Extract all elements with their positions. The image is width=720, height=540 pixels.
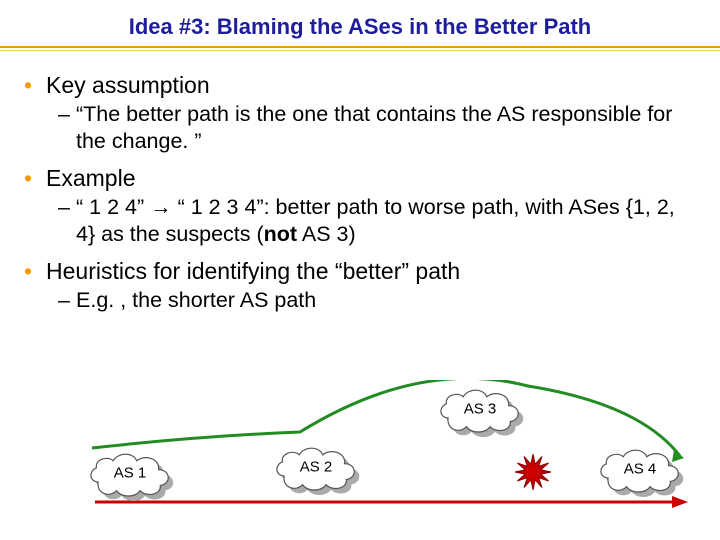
bullet-key-assumption: Key assumption (24, 72, 696, 99)
node-label-as4: AS 4 (624, 461, 657, 478)
bullet-example-sub: “ 1 2 4” → “ 1 2 3 4”: better path to wo… (58, 194, 696, 248)
example-text-c: AS 3) (297, 222, 356, 246)
node-as4: AS 4 (598, 448, 682, 492)
arrow-icon: → (150, 195, 172, 219)
bullet-heuristics-sub: E.g. , the shorter AS path (58, 287, 696, 314)
example-not: not (264, 222, 297, 246)
node-label-as3: AS 3 (464, 401, 497, 418)
node-label-as1: AS 1 (114, 465, 147, 482)
green-curve (92, 380, 680, 456)
bullet-heuristics: Heuristics for identifying the “better” … (24, 258, 696, 285)
as-path-diagram: AS 1 AS 2 AS 3 AS 4 (0, 380, 720, 540)
bullet-example: Example (24, 165, 696, 192)
content-area: Key assumption “The better path is the o… (0, 52, 720, 313)
node-as3: AS 3 (438, 388, 522, 432)
title-underline (0, 46, 720, 52)
node-as2: AS 2 (274, 446, 358, 490)
failure-starburst-icon (510, 454, 556, 495)
example-text-a: “ 1 2 4” (76, 195, 150, 219)
bullet-key-assumption-sub: “The better path is the one that contain… (58, 101, 696, 155)
node-as1: AS 1 (88, 452, 172, 496)
node-label-as2: AS 2 (300, 459, 333, 476)
slide-title: Idea #3: Blaming the ASes in the Better … (0, 0, 720, 46)
